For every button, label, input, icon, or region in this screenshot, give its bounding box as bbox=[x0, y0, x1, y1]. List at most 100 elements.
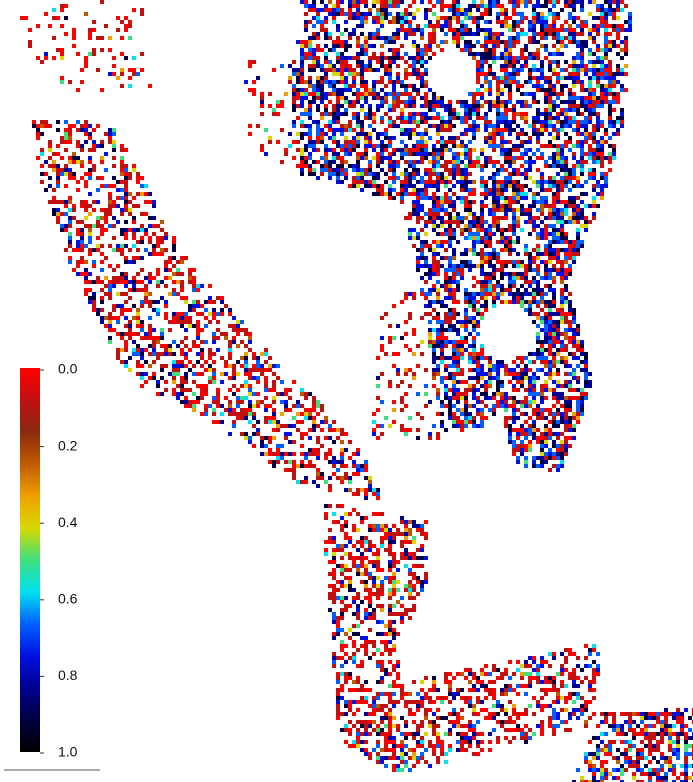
speckle bbox=[52, 196, 56, 200]
speckle bbox=[400, 148, 404, 152]
speckle bbox=[480, 268, 484, 272]
speckle bbox=[560, 8, 564, 12]
speckle bbox=[568, 404, 572, 408]
speckle bbox=[508, 196, 512, 200]
speckle bbox=[48, 124, 52, 128]
speckle bbox=[180, 384, 184, 388]
speckle bbox=[120, 280, 124, 284]
speckle bbox=[480, 284, 484, 288]
speckle bbox=[312, 56, 316, 60]
speckle bbox=[592, 100, 596, 104]
speckle bbox=[504, 372, 508, 376]
speckle bbox=[212, 400, 216, 404]
speckle bbox=[120, 20, 124, 24]
speckle bbox=[360, 92, 364, 96]
speckle bbox=[164, 236, 168, 240]
speckle bbox=[416, 72, 420, 76]
speckle bbox=[504, 124, 508, 128]
speckle bbox=[548, 364, 552, 368]
speckle bbox=[128, 296, 132, 300]
speckle bbox=[564, 140, 568, 144]
speckle bbox=[568, 32, 572, 36]
speckle bbox=[608, 60, 612, 64]
speckle bbox=[312, 36, 316, 40]
speckle bbox=[488, 84, 492, 88]
speckle bbox=[456, 100, 460, 104]
speckle bbox=[448, 228, 452, 232]
speckle bbox=[568, 104, 572, 108]
speckle bbox=[552, 180, 556, 184]
speckle bbox=[76, 120, 80, 124]
speckle bbox=[192, 340, 196, 344]
speckle bbox=[476, 332, 480, 336]
speckle bbox=[68, 156, 72, 160]
speckle bbox=[580, 224, 584, 228]
speckle bbox=[456, 40, 460, 44]
speckle bbox=[344, 152, 348, 156]
speckle bbox=[340, 112, 344, 116]
speckle bbox=[388, 340, 392, 344]
speckle bbox=[396, 64, 400, 68]
speckle bbox=[568, 416, 572, 420]
speckle bbox=[532, 12, 536, 16]
speckle bbox=[560, 228, 564, 232]
speckle bbox=[536, 376, 540, 380]
speckle bbox=[520, 380, 524, 384]
speckle bbox=[544, 4, 548, 8]
speckle bbox=[504, 188, 508, 192]
speckle bbox=[560, 208, 564, 212]
speckle bbox=[548, 132, 552, 136]
speckle bbox=[596, 44, 600, 48]
speckle bbox=[316, 88, 320, 92]
speckle bbox=[388, 80, 392, 84]
speckle bbox=[312, 32, 316, 36]
speckle bbox=[564, 252, 568, 256]
speckle bbox=[332, 64, 336, 68]
speckle bbox=[140, 68, 144, 72]
speckle bbox=[584, 100, 588, 104]
speckle bbox=[340, 0, 344, 4]
speckle bbox=[548, 352, 552, 356]
speckle bbox=[84, 200, 88, 204]
speckle bbox=[388, 104, 392, 108]
speckle bbox=[476, 424, 480, 428]
speckle bbox=[584, 220, 588, 224]
speckle bbox=[532, 268, 536, 272]
speckle bbox=[88, 240, 92, 244]
speckle bbox=[484, 228, 488, 232]
speckle bbox=[456, 416, 460, 420]
speckle bbox=[532, 200, 536, 204]
speckle bbox=[308, 36, 312, 40]
speckle bbox=[492, 0, 496, 4]
speckle bbox=[180, 284, 184, 288]
speckle bbox=[208, 380, 212, 384]
speckle bbox=[428, 160, 432, 164]
speckle bbox=[400, 132, 404, 136]
speckle bbox=[568, 372, 572, 376]
speckle bbox=[400, 100, 404, 104]
speckle bbox=[328, 12, 332, 16]
speckle bbox=[488, 376, 492, 380]
speckle bbox=[548, 276, 552, 280]
speckle bbox=[528, 28, 532, 32]
speckle bbox=[408, 64, 412, 68]
speckle bbox=[128, 208, 132, 212]
speckle bbox=[484, 356, 488, 360]
speckle bbox=[296, 104, 300, 108]
speckle bbox=[84, 60, 88, 64]
speckle bbox=[580, 172, 584, 176]
speckle bbox=[440, 128, 444, 132]
speckle bbox=[604, 32, 608, 36]
speckle bbox=[204, 412, 208, 416]
speckle bbox=[124, 204, 128, 208]
speckle bbox=[448, 280, 452, 284]
speckle bbox=[604, 40, 608, 44]
speckle bbox=[540, 124, 544, 128]
speckle bbox=[540, 36, 544, 40]
speckle bbox=[340, 44, 344, 48]
speckle bbox=[456, 400, 460, 404]
speckle bbox=[464, 316, 468, 320]
speckle bbox=[84, 124, 88, 128]
speckle bbox=[476, 216, 480, 220]
speckle bbox=[244, 360, 248, 364]
